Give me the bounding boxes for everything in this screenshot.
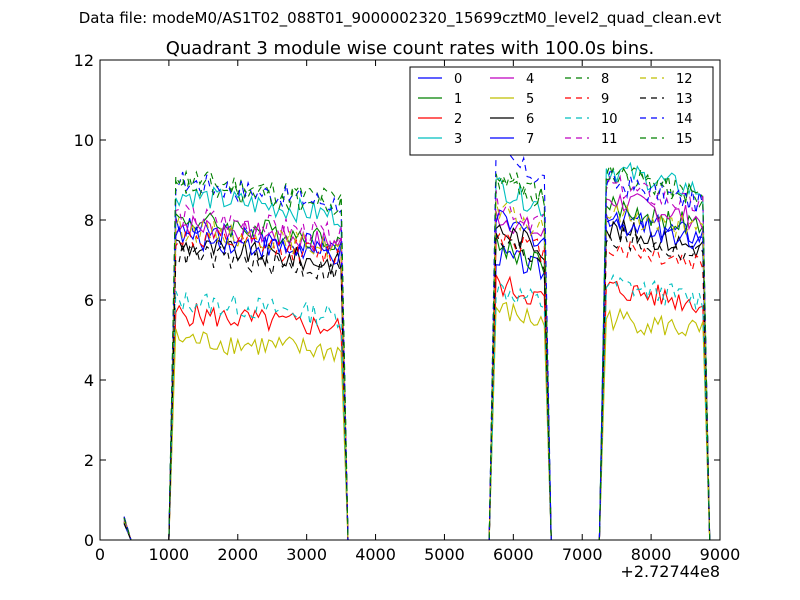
x-tick-label: 6000 bbox=[493, 545, 534, 564]
series-line-15 bbox=[123, 167, 711, 541]
legend-label: 10 bbox=[601, 112, 618, 127]
legend-label: 0 bbox=[454, 72, 462, 87]
x-tick-label: 2000 bbox=[217, 545, 258, 564]
x-tick-label: 9000 bbox=[700, 545, 741, 564]
y-tick-label: 2 bbox=[84, 451, 94, 470]
legend-label: 6 bbox=[526, 112, 534, 127]
x-tick-label: 0 bbox=[95, 545, 105, 564]
x-axis: 0 1000 2000 3000 4000 5000 6000 7000 8000 9000 bbox=[95, 60, 740, 564]
series-line-3 bbox=[123, 161, 711, 541]
series-line-8 bbox=[123, 163, 711, 541]
series-layer bbox=[123, 148, 711, 541]
x-tick-label: 5000 bbox=[424, 545, 465, 564]
y-tick-label: 4 bbox=[84, 371, 94, 390]
series-line-12 bbox=[123, 200, 711, 541]
x-tick-label: 1000 bbox=[149, 545, 190, 564]
legend-label: 14 bbox=[676, 112, 693, 127]
y-tick-label: 0 bbox=[84, 531, 94, 550]
legend-box bbox=[409, 66, 714, 156]
chart-title: Quadrant 3 module wise count rates with … bbox=[166, 38, 655, 59]
series-line-6 bbox=[123, 219, 711, 541]
legend-label: 4 bbox=[526, 72, 534, 87]
legend-label: 5 bbox=[526, 92, 534, 107]
y-tick-label: 10 bbox=[74, 131, 94, 150]
x-tick-label: 7000 bbox=[562, 545, 603, 564]
series-line-11 bbox=[123, 174, 711, 541]
series-line-5 bbox=[123, 301, 711, 541]
legend-label: 1 bbox=[454, 92, 462, 107]
legend-label: 9 bbox=[601, 92, 609, 107]
x-tick-label: 4000 bbox=[355, 545, 396, 564]
y-tick-label: 6 bbox=[84, 291, 94, 310]
x-offset-label: +2.72744e8 bbox=[620, 562, 720, 581]
y-tick-label: 8 bbox=[84, 211, 94, 230]
series-line-13 bbox=[123, 226, 711, 541]
legend-label: 7 bbox=[526, 132, 534, 147]
x-tick-label: 8000 bbox=[631, 545, 672, 564]
legend-label: 15 bbox=[676, 132, 693, 147]
legend-label: 13 bbox=[676, 92, 693, 107]
legend-label: 2 bbox=[454, 112, 462, 127]
series-line-10 bbox=[123, 273, 711, 541]
legend-label: 8 bbox=[601, 72, 609, 87]
chart-suptitle: Data file: modeM0/AS1T02_088T01_90000023… bbox=[79, 9, 722, 28]
x-tick-label: 3000 bbox=[286, 545, 327, 564]
legend-label: 12 bbox=[676, 72, 693, 87]
legend-label: 3 bbox=[454, 132, 462, 147]
legend-label: 11 bbox=[601, 132, 618, 147]
y-tick-label: 12 bbox=[74, 51, 94, 70]
series-line-9 bbox=[123, 228, 711, 541]
